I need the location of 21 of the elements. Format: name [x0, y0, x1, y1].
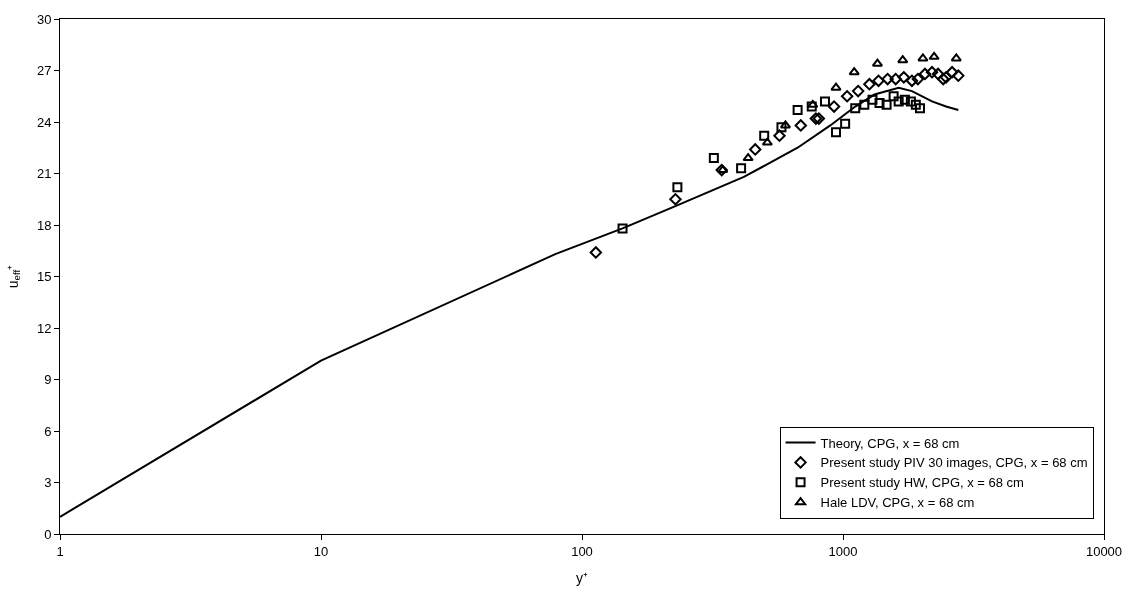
y-tick-label: 30 — [36, 11, 52, 27]
y-tick-label: 24 — [36, 114, 52, 130]
y-tick-label: 3 — [44, 475, 52, 491]
y-tick-label: 18 — [36, 217, 52, 233]
x-tick-label: 1 — [56, 543, 64, 559]
y-tick-label: 9 — [44, 372, 52, 388]
x-tick-label: 100 — [571, 543, 593, 559]
legend-label: Hale LDV, CPG, x = 68 cm — [820, 495, 975, 511]
y-tick-label: 27 — [36, 63, 52, 79]
legend-label: Present study PIV 30 images, CPG, x = 68 cm — [820, 455, 1088, 471]
legend-label: Present study HW, CPG, x = 68 cm — [820, 475, 1024, 491]
x-tick-label: 1000 — [828, 543, 858, 559]
y-tick-label: 6 — [44, 423, 52, 439]
y-tick-label: 15 — [36, 269, 52, 285]
y-tick-label: 0 — [44, 526, 52, 542]
legend-label: Theory, CPG, x = 68 cm — [820, 435, 960, 451]
x-axis-title: y⁺ — [576, 569, 588, 586]
x-tick-label: 10 — [313, 543, 329, 559]
x-tick-label: 10000 — [1085, 543, 1123, 559]
y-tick-label: 21 — [36, 166, 52, 182]
y-tick-label: 12 — [36, 320, 52, 336]
